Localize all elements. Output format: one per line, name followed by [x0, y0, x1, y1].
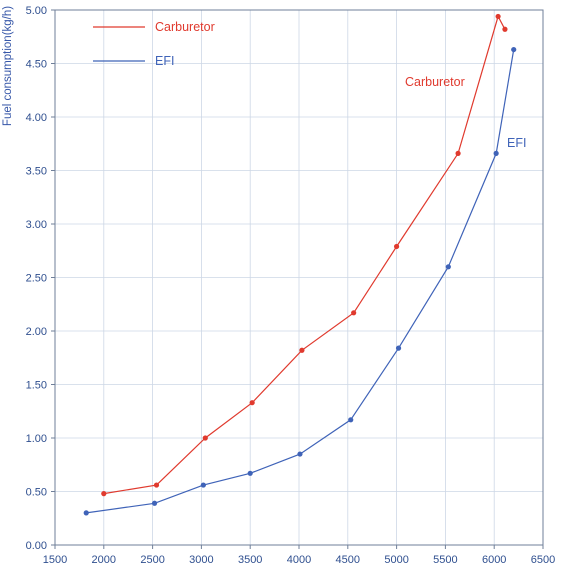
series-layer [83, 13, 517, 516]
x-tick-label: 3500 [238, 554, 262, 566]
data-point-carburetor [202, 435, 208, 441]
data-point-efi [83, 510, 89, 516]
y-tick-label: 1.50 [26, 380, 47, 392]
x-tick-label: 6000 [482, 554, 506, 566]
y-tick-label: 4.50 [26, 59, 47, 71]
data-point-efi [445, 264, 451, 270]
data-point-carburetor [502, 26, 508, 32]
x-tick-label: 1500 [43, 554, 67, 566]
x-axis: 1500 2000 2500 3000 3500 4000 4500 5000 5500 6000… [43, 545, 555, 566]
y-tick-label: 3.00 [26, 219, 47, 231]
x-tick-label: 4000 [287, 554, 311, 566]
x-tick-label: 2500 [140, 554, 164, 566]
data-point-carburetor [249, 400, 255, 406]
y-tick-label: 0.50 [26, 487, 47, 499]
data-point-carburetor [394, 243, 400, 250]
series-line-efi [86, 49, 515, 514]
legend-label-carburetor: Carburetor [155, 20, 215, 34]
x-tick-label: 3000 [189, 554, 213, 566]
data-point-carburetor [351, 310, 357, 316]
grid [55, 10, 543, 545]
data-point-carburetor [455, 150, 461, 156]
y-axis: 0.00 0.50 1.00 1.50 2.00 2.50 3.00 3.50 4.00 4.50… [26, 5, 55, 552]
data-point-efi [395, 345, 402, 351]
legend: Carburetor EFI [93, 20, 215, 68]
y-tick-label: 1.00 [26, 433, 47, 445]
x-tick-label: 2000 [92, 554, 116, 566]
annotation-efi: EFI [507, 136, 526, 150]
y-tick-label: 3.50 [26, 166, 47, 178]
data-point-efi [200, 482, 206, 488]
data-point-efi [151, 500, 158, 506]
data-point-efi [247, 470, 253, 476]
data-point-carburetor [153, 482, 160, 488]
data-point-carburetor [101, 491, 107, 497]
data-point-carburetor [495, 13, 501, 20]
annotation-carburetor: Carburetor [405, 75, 465, 89]
y-tick-label: 2.50 [26, 273, 47, 285]
data-point-efi [493, 150, 499, 156]
series-line-carburetor [103, 14, 506, 495]
data-point-efi [511, 46, 517, 53]
data-point-efi [297, 451, 303, 457]
x-tick-label: 6500 [531, 554, 555, 566]
y-tick-label: 5.00 [26, 5, 47, 17]
x-tick-label: 5500 [433, 554, 457, 566]
x-tick-label: 5000 [384, 554, 408, 566]
y-tick-label: 4.00 [26, 112, 47, 124]
legend-label-efi: EFI [155, 54, 174, 68]
y-tick-label: 0.00 [26, 540, 47, 552]
data-point-efi [348, 417, 354, 423]
data-point-carburetor [299, 347, 305, 353]
y-tick-label: 2.00 [26, 326, 47, 338]
y-axis-label: Fuel consumption(kg/h) [2, 6, 14, 126]
x-tick-label: 4500 [336, 554, 360, 566]
